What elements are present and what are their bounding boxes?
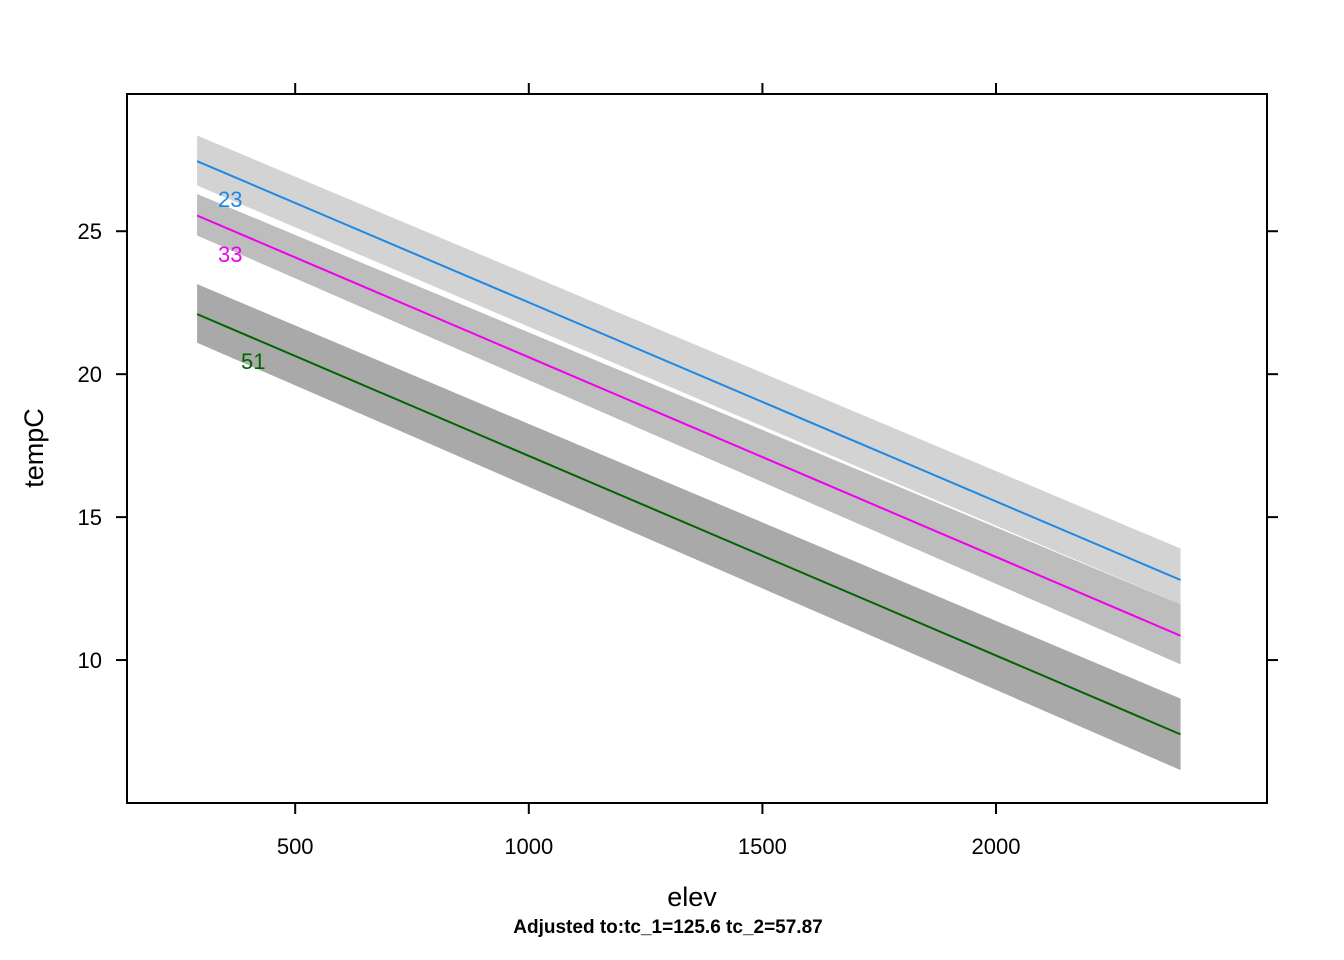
x-tick-label-1000: 1000 — [504, 834, 553, 859]
y-tick-label-15: 15 — [78, 505, 102, 530]
series-line-23 — [196, 160, 1181, 581]
series-lines — [196, 160, 1181, 736]
confidence-band-33 — [197, 194, 1181, 665]
confidence-bands — [197, 135, 1181, 771]
series-label-23: 23 — [218, 187, 242, 212]
series-line-51 — [196, 313, 1181, 736]
confidence-band-51 — [197, 284, 1181, 771]
axis-tick-labels: 500 1000 1500 2000 10 15 20 25 — [78, 219, 1021, 859]
x-tick-label-2000: 2000 — [972, 834, 1021, 859]
y-axis-title: tempC — [19, 408, 49, 488]
x-tick-label-500: 500 — [277, 834, 314, 859]
y-tick-label-20: 20 — [78, 362, 102, 387]
y-tick-label-25: 25 — [78, 219, 102, 244]
y-tick-label-10: 10 — [78, 648, 102, 673]
adjustment-footnote: Adjusted to:tc_1=125.6 tc_2=57.87 — [513, 917, 822, 938]
series-label-51: 51 — [241, 349, 265, 374]
series-label-33: 33 — [218, 242, 242, 267]
series-line-33 — [196, 214, 1181, 637]
x-axis-title: elev — [667, 882, 717, 912]
x-tick-label-1500: 1500 — [738, 834, 787, 859]
plot-frame — [126, 93, 1268, 804]
axis-ticks — [116, 83, 1278, 814]
series-labels: 23 33 51 — [218, 187, 265, 374]
